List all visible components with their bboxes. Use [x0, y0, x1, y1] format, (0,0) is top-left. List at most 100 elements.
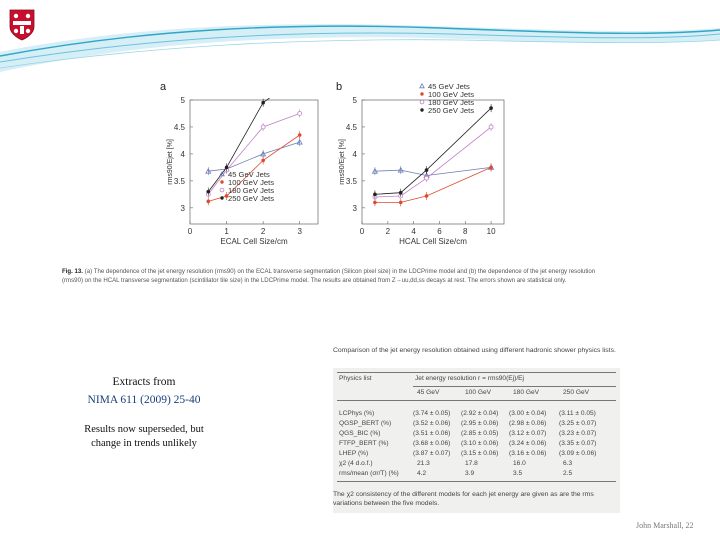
data-point: [224, 165, 229, 170]
data-point: [371, 167, 378, 174]
y-tick-label: 3.5: [346, 177, 358, 186]
row-list: FTFP_BERT (%): [339, 440, 389, 447]
swoosh-band: [0, 24, 720, 73]
table-row: LHEP (%) (3.87 ± 0.07) (3.15 ± 0.06) (3.…: [333, 450, 620, 459]
rms-val: 3.9: [465, 470, 475, 477]
x-tick-label: 2: [386, 227, 391, 236]
slide-footer: John Marshall, 22: [636, 521, 694, 530]
x-tick-label: 0: [188, 227, 193, 236]
y-tick-label: 4: [181, 150, 186, 159]
note-line-2: change in trends unlikely: [91, 438, 197, 449]
figure-caption-text: (a) The dependence of the jet energy res…: [62, 268, 596, 284]
series-line: [208, 141, 300, 172]
energy-250: 250 GeV: [563, 389, 590, 396]
chi2-val: 21.3: [417, 460, 430, 467]
row-val: (3.12 ± 0.07): [509, 430, 547, 437]
data-point: [424, 168, 429, 172]
row-val: (3.16 ± 0.06): [509, 450, 547, 457]
rms-val: 4.2: [417, 470, 427, 477]
x-axis-label: HCAL Cell Size/cm: [399, 237, 467, 246]
legend-marker: [220, 196, 224, 200]
energy-45: 45 GeV: [417, 389, 440, 396]
legend-marker: [219, 170, 225, 177]
figure-panels: a 3 3.5 4 4.5 5 0 1 2 3 ECAL Cell Size/cm rms90/Eje…: [160, 81, 505, 246]
table-energy-row: 45 GeV 100 GeV 180 GeV 250 GeV: [333, 389, 620, 398]
legend-marker: [420, 92, 424, 96]
y-tick-label: 4: [353, 150, 358, 159]
rms-val: 3.5: [513, 470, 523, 477]
plot-frame: [361, 99, 505, 225]
x-tick-label: 1: [224, 227, 229, 236]
table-footnote: The χ2 consistency of the different mode…: [333, 491, 594, 507]
university-crest-icon: [9, 9, 35, 41]
data-point: [206, 189, 211, 194]
data-point: [297, 133, 302, 137]
chart-panel-b: b 3 3.5 4 4.5 5 0 2 4 6 8 10 HCAL Cell Size/cm rms90/…: [336, 81, 505, 246]
row-val: (3.87 ± 0.07): [413, 450, 451, 457]
data-point: [397, 166, 404, 173]
series-line: [207, 98, 271, 192]
y-tick-label: 4.5: [346, 123, 358, 132]
x-tick-label: 4: [411, 227, 416, 236]
legend-marker: [220, 180, 224, 184]
chi2-val: 6.3: [563, 460, 573, 467]
row-val: (2.92 ± 0.04): [461, 410, 499, 417]
data-point: [488, 124, 494, 130]
table-row: QGS_BIC (%) (3.51 ± 0.06) (2.85 ± 0.05) …: [333, 430, 620, 439]
data-point: [297, 111, 303, 116]
chi2-val: 16.0: [513, 460, 526, 467]
legend-marker: [419, 99, 425, 105]
row-val: (3.51 ± 0.06): [413, 430, 451, 437]
panel-label: a: [160, 81, 167, 93]
y-tick-label: 3: [353, 204, 358, 213]
table-rule-bottom: [337, 481, 616, 482]
row-val: (3.11 ± 0.05): [559, 410, 596, 417]
legend-label: 100 GeV Jets: [228, 178, 274, 187]
panel-label: b: [336, 81, 342, 93]
table-rule-mid: [337, 400, 616, 401]
table-rule-sub: [413, 386, 616, 387]
series-line: [208, 134, 300, 202]
row-list: QGSP_BERT (%): [339, 420, 392, 427]
y-tick-label: 3: [181, 204, 186, 213]
row-val: (3.15 ± 0.06): [461, 450, 499, 457]
row-val: (3.25 ± 0.07): [559, 420, 597, 427]
swoosh-line-2: [0, 32, 720, 63]
x-tick-label: 2: [261, 227, 266, 236]
row-val: (3.74 ± 0.05): [413, 410, 451, 417]
resolution-table: Physics list Jet energy resolution r = r…: [333, 368, 620, 513]
row-val: (3.09 ± 0.06): [559, 450, 597, 457]
data-point: [373, 200, 377, 205]
header-jet-resolution: Jet energy resolution r = rms90(Ej)/Ej: [415, 375, 525, 382]
data-point: [373, 192, 377, 197]
x-tick-label: 0: [360, 227, 365, 236]
table-row: QGSP_BERT (%) (3.52 ± 0.06) (2.95 ± 0.06…: [333, 420, 620, 429]
x-tick-label: 10: [487, 227, 496, 236]
x-tick-label: 8: [463, 227, 468, 236]
y-tick-label: 4.5: [174, 123, 186, 132]
swoosh-line-1: [0, 25, 720, 57]
row-val: (3.24 ± 0.06): [509, 440, 547, 447]
legend-label: 45 GeV Jets: [228, 170, 270, 179]
legend-marker: [419, 82, 425, 89]
table-title: Comparison of the jet energy resolution …: [333, 347, 616, 354]
row-val: (3.35 ± 0.07): [559, 440, 597, 447]
legend-label: 250 GeV Jets: [228, 194, 274, 203]
series-line: [374, 167, 492, 176]
data-point: [205, 167, 212, 174]
legend-marker: [420, 108, 424, 112]
series-line: [374, 107, 492, 195]
row-list: QGS_BIC (%): [339, 430, 381, 437]
legend-label: 45 GeV Jets: [428, 82, 470, 91]
data-point: [424, 194, 429, 198]
data-point: [424, 175, 429, 181]
series-group: [205, 98, 303, 206]
chi2-val: 17.8: [465, 460, 478, 467]
row-val: (3.00 ± 0.04): [509, 410, 547, 417]
series-group: [371, 104, 495, 207]
x-tick-label: 6: [437, 227, 442, 236]
data-point: [398, 190, 403, 195]
table-rms-row: rms/mean (σr/T) (%) 4.2 3.9 3.5 2.5: [333, 470, 620, 479]
chi2-label: χ2 (4 d.o.f.): [339, 460, 373, 467]
table-header-row: Physics list Jet energy resolution r = r…: [333, 375, 620, 384]
